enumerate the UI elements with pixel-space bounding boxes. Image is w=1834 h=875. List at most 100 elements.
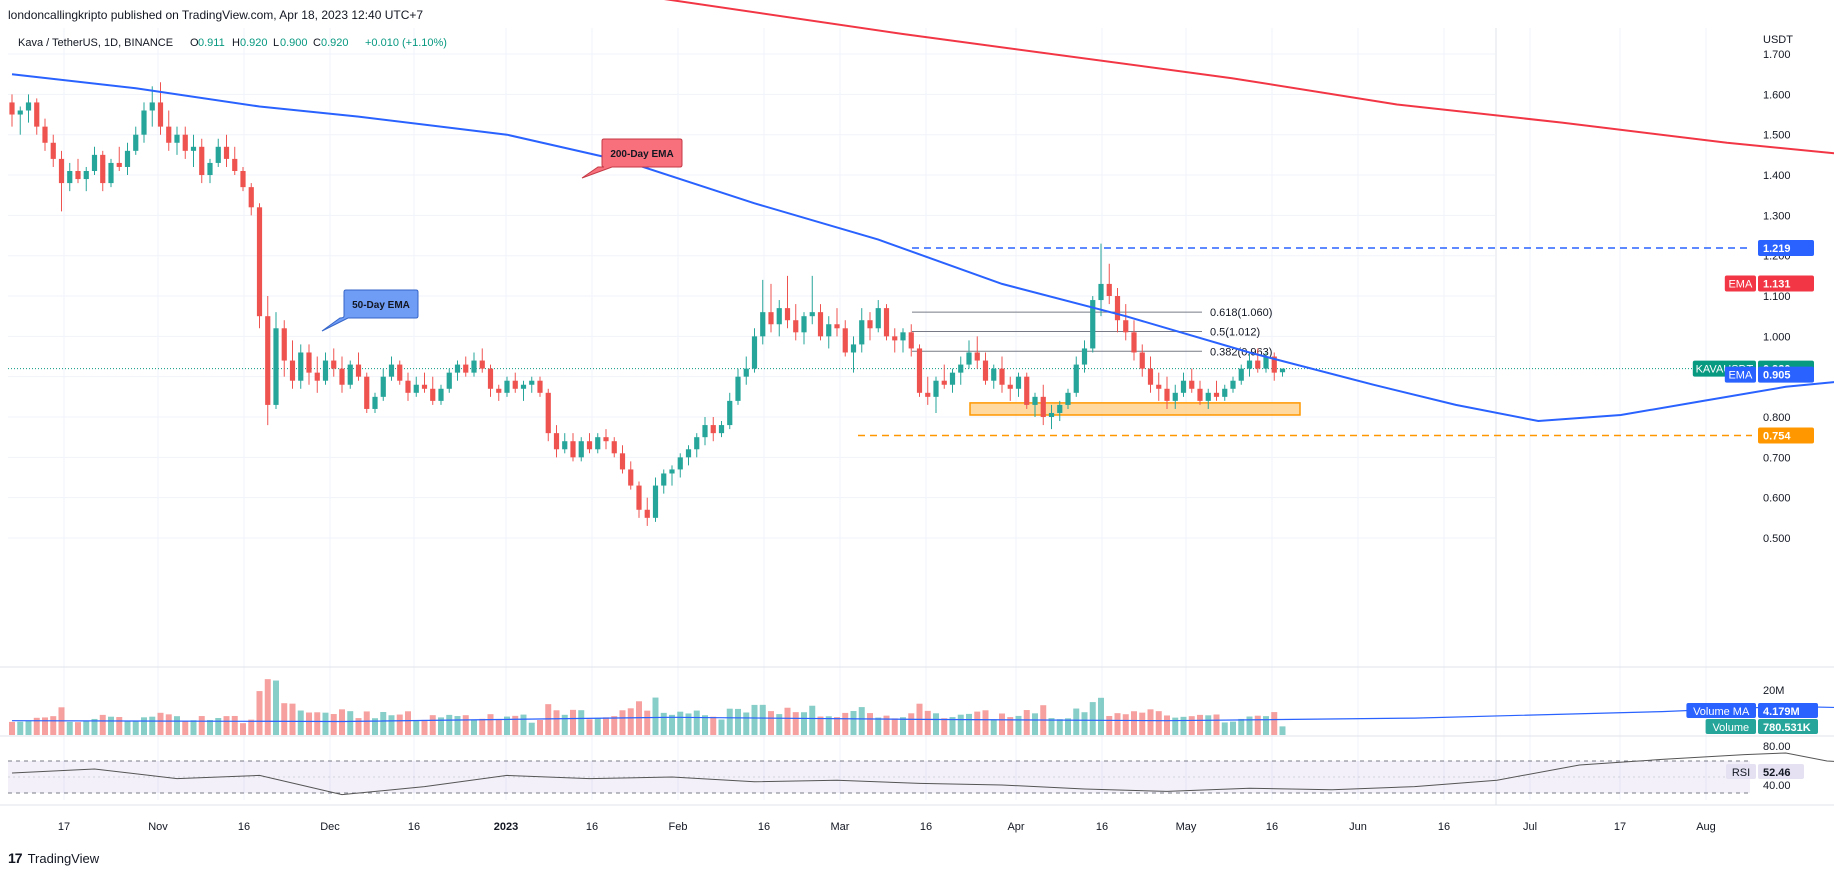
volume-bar	[207, 719, 213, 735]
volume-bar	[306, 712, 312, 735]
price-tick-label: 1.000	[1763, 331, 1791, 343]
candle-body	[982, 360, 989, 381]
candle-body	[578, 441, 584, 458]
candle-body	[875, 308, 881, 329]
candle-body	[1131, 332, 1137, 353]
volume-bar	[842, 712, 849, 735]
volume-bar	[652, 697, 659, 735]
candle-body	[826, 324, 832, 337]
footer-brand: TradingView	[27, 850, 100, 866]
volume-bar	[693, 710, 700, 735]
rsi-tick-label: 40.00	[1763, 780, 1791, 792]
open-value: 0.911	[198, 37, 225, 49]
candle-body	[685, 449, 692, 458]
volume-bar	[528, 722, 535, 735]
volume-bar	[99, 714, 106, 735]
price-tag-label-bg	[1724, 366, 1756, 383]
volume-bar	[108, 716, 114, 735]
candle-body	[628, 469, 634, 486]
volume-bar	[141, 717, 147, 735]
candle-body	[1180, 380, 1187, 393]
volume-bar	[520, 714, 527, 735]
volume-bar	[438, 717, 444, 735]
volume-bar	[215, 718, 222, 735]
candle-body	[991, 368, 997, 381]
volume-bar	[702, 715, 708, 735]
rsi-tag-value-text: 52.46	[1763, 767, 1791, 779]
footer[interactable]: 17 TradingView	[8, 850, 99, 866]
volume-bar	[1048, 718, 1055, 735]
horizontal-levels: 0.618(1.060)0.5(1.012)0.382(0.963)	[8, 247, 1752, 437]
candle-body	[479, 360, 485, 369]
volume-bar	[735, 708, 741, 735]
candle-body	[174, 134, 180, 143]
price-tag-support: 0.754	[1758, 427, 1814, 444]
candle-body	[1015, 376, 1022, 389]
volume-bar	[1106, 715, 1113, 735]
currency-label: USDT	[1763, 34, 1793, 46]
candle-body	[339, 368, 345, 385]
price-tick-label: 1.700	[1763, 49, 1791, 61]
volume-bar	[50, 716, 57, 735]
volume-bar	[116, 717, 123, 735]
price-tick-label: 1.300	[1763, 210, 1791, 222]
volume-bar	[685, 713, 692, 735]
price-tag-ema50: EMA 0.905	[1724, 366, 1814, 383]
candle-body	[1213, 392, 1220, 397]
volume-bar	[512, 715, 519, 735]
volume-bar	[446, 714, 453, 735]
volume-bar	[891, 718, 898, 735]
volume-bar	[619, 710, 626, 735]
volume-bar	[1056, 719, 1063, 735]
rsi-pane: 80.00 40.00 RSI 52.46	[8, 741, 1834, 796]
candle-body	[331, 360, 337, 369]
volume-bar	[1213, 714, 1220, 735]
volume-bar	[372, 718, 378, 735]
candle-body	[438, 388, 444, 401]
volume-bar	[42, 717, 48, 735]
price-tick-label: 1.400	[1763, 170, 1791, 182]
candle-body	[661, 473, 667, 486]
candle-body	[298, 352, 304, 381]
candle-body	[256, 207, 263, 317]
candle-body	[1057, 404, 1063, 413]
volume-bar	[471, 719, 477, 735]
candle-body	[595, 437, 601, 450]
candlesticks	[9, 82, 1286, 526]
volume-bar	[363, 711, 370, 735]
volume-bar	[339, 709, 345, 735]
volume-bar	[644, 710, 651, 735]
fib-label: 0.618(1.060)	[1210, 307, 1272, 319]
volume-bar	[883, 715, 890, 735]
volume-bar	[421, 719, 428, 735]
candle-body	[611, 441, 617, 454]
volume-bar	[908, 713, 915, 735]
volume-bar	[1188, 716, 1195, 735]
candle-body	[487, 368, 494, 389]
candle-body	[463, 364, 469, 373]
candle-body	[562, 441, 568, 450]
volume-bar	[1023, 710, 1030, 735]
candle-body	[916, 348, 923, 393]
candle-body	[1222, 388, 1228, 397]
volume-bar	[1271, 712, 1278, 735]
volume-bar	[83, 720, 90, 735]
close-value: 0.920	[321, 37, 349, 49]
candle-body	[941, 380, 947, 385]
volume-bar	[1230, 721, 1236, 735]
candle-body	[925, 392, 931, 397]
price-tick-label: 1.600	[1763, 89, 1791, 101]
annotations: 200-Day EMA 50-Day EMA	[321, 138, 683, 332]
volume-bar	[165, 714, 172, 735]
candle-body	[1238, 368, 1244, 381]
candle-body	[553, 433, 560, 450]
volume-bar	[289, 703, 296, 735]
candle-body	[669, 469, 675, 474]
candle-body	[1024, 376, 1030, 405]
ema200-callout	[581, 138, 683, 179]
volume-bar	[933, 713, 939, 735]
volume-bar	[809, 705, 816, 735]
volume-bar	[586, 719, 593, 735]
volume-bar	[768, 711, 774, 735]
volume-bar	[561, 714, 568, 735]
